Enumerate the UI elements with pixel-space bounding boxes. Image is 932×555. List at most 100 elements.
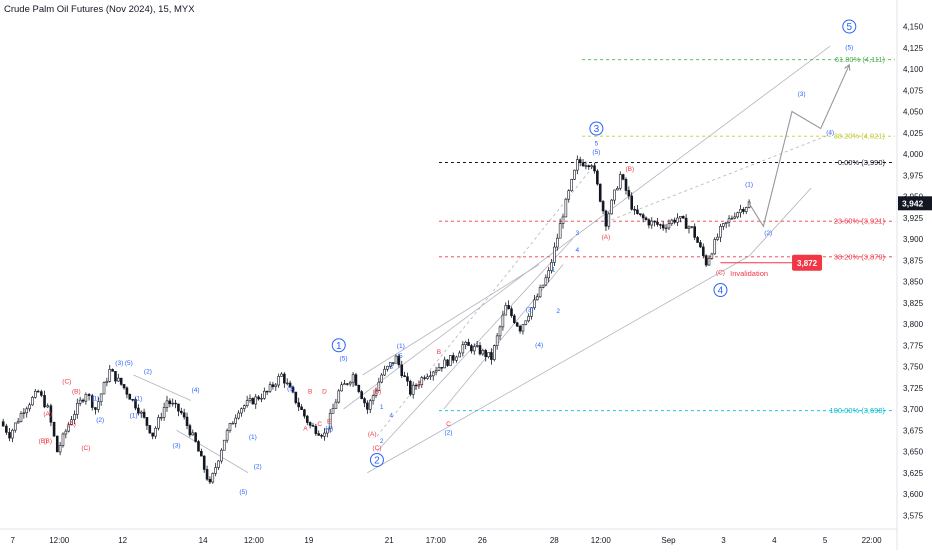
invalidation-value: 3,872 [797, 259, 818, 268]
candle-body [567, 190, 571, 200]
candle-body [351, 374, 355, 383]
wave-minor-label: (2) [764, 230, 772, 237]
candle-body [653, 220, 656, 223]
candle-body [291, 386, 295, 393]
wave-minor-label: 1 [552, 266, 556, 273]
fib-level-label: 38.20% (4,021) [834, 132, 886, 141]
candle-body [265, 390, 269, 393]
x-tick-label: 26 [478, 536, 487, 545]
candle-body [346, 383, 349, 385]
candle-body [644, 217, 648, 221]
wave-corrective-label: (B) [43, 438, 52, 445]
candle-body [636, 209, 639, 214]
candle-body [87, 394, 91, 396]
wave-minor-label: (5) [592, 149, 600, 156]
candle-body [719, 226, 722, 238]
candle-body [478, 345, 482, 355]
candle-body [664, 227, 668, 230]
x-tick-label: 12 [118, 536, 127, 545]
candle-body [558, 223, 562, 239]
candle-body [713, 239, 717, 255]
candle-body [165, 400, 169, 408]
candle-body [530, 307, 533, 317]
candle-body [111, 369, 114, 372]
candle-body [248, 398, 252, 401]
candle-body [707, 258, 711, 266]
x-tick-label: 12:00 [49, 536, 70, 545]
wave-minor-label: (3) [287, 385, 295, 392]
candle-body [561, 216, 565, 224]
y-tick-label: 4,125 [903, 44, 924, 53]
candle-body [533, 299, 536, 309]
x-tick-label: 17:00 [426, 536, 447, 545]
candle-body [621, 174, 625, 180]
channel-line [133, 374, 192, 401]
candle-body [185, 416, 189, 426]
candle-body [490, 352, 493, 360]
candle-body [251, 398, 255, 405]
candle-body [573, 169, 576, 180]
candle-body [555, 237, 559, 248]
y-tick-label: 3,825 [903, 299, 924, 308]
candle-body [596, 170, 599, 185]
candle-body [305, 415, 309, 423]
wave-corrective-label: (B) [72, 389, 81, 396]
candle-body [377, 381, 381, 391]
candle-body [174, 402, 177, 405]
candle-body [343, 383, 346, 386]
candle-body [1, 421, 5, 427]
candle-body [31, 397, 34, 406]
candle-body [134, 399, 137, 409]
candle-body [231, 422, 235, 425]
y-tick-label: 3,650 [903, 448, 924, 457]
candle-body [391, 362, 395, 364]
candle-body [297, 402, 300, 408]
wave-corrective-label: D [322, 389, 327, 396]
candle-body [690, 226, 694, 228]
candle-body [245, 400, 249, 406]
wave-major-circle [842, 19, 857, 34]
candle-body [99, 393, 103, 403]
candle-body [656, 221, 659, 225]
candle-body [96, 401, 100, 410]
wave-major-label: 3 [594, 124, 600, 135]
x-tick-label: 5 [823, 536, 828, 545]
candle-body [487, 352, 490, 358]
candle-body [716, 236, 719, 240]
channel-line [362, 264, 540, 376]
candle-body [11, 429, 14, 439]
wave-major-circle [369, 453, 384, 467]
candle-body [271, 384, 275, 387]
candle-body [446, 359, 449, 366]
fib-level-label: 61.80% (4,111) [835, 55, 886, 64]
candle-body [139, 411, 143, 414]
candle-body [234, 417, 238, 424]
candle-body [610, 199, 613, 215]
candle-body [627, 190, 631, 197]
candle-body [114, 371, 117, 382]
candle-body [303, 409, 306, 417]
wave-corrective-label: (B) [625, 166, 634, 173]
x-tick-label: 21 [385, 536, 394, 545]
candle-body [228, 423, 232, 432]
fib-level-label: 38.20% (3,879) [834, 252, 886, 261]
candle-body [363, 398, 366, 404]
candle-body [464, 341, 467, 346]
candle-body [451, 355, 455, 361]
candle-body [722, 223, 725, 227]
wave-minor-label: (2) [144, 368, 152, 375]
wave-minor-label: (1) [130, 413, 138, 420]
candle-body [472, 346, 476, 352]
candle-body [360, 391, 363, 399]
projection-layer: 3,872 Invalidation [720, 63, 851, 278]
candle-body [67, 424, 71, 432]
candle-body [49, 405, 53, 423]
wave-minor-label: (5) [340, 356, 348, 363]
candle-body [639, 213, 642, 216]
wave-minor-label: 2 [556, 308, 560, 315]
channel-layer [133, 45, 831, 474]
candle-body [5, 425, 8, 433]
candle-body [320, 435, 323, 437]
